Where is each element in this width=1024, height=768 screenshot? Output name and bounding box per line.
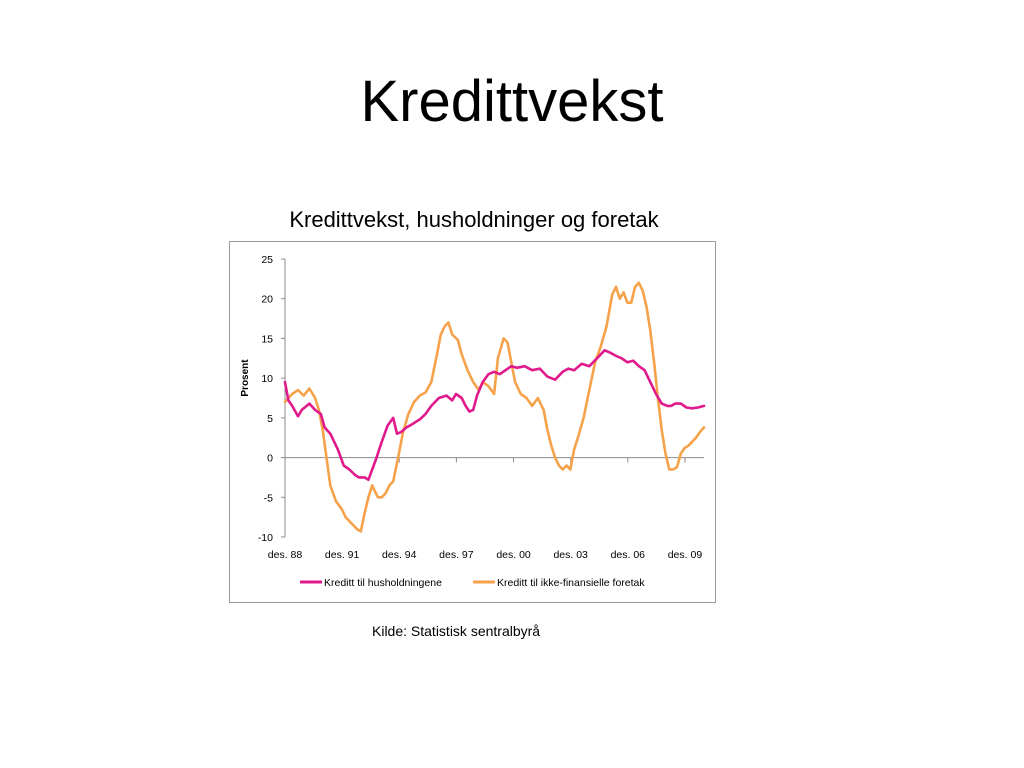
y-tick-label: 20 (261, 294, 273, 306)
x-axis-ticks: des. 88 des. 91 des. 94 des. 97 des. 00 des. … (268, 457, 703, 561)
y-tick-label: 15 (261, 333, 273, 345)
x-tick-label: des. 97 (439, 549, 474, 561)
y-tick-label: -5 (264, 492, 273, 504)
y-axis-ticks: -10 -5 0 5 10 15 20 25 (258, 254, 285, 544)
y-tick-label: 10 (261, 373, 273, 385)
source-note: Kilde: Statistisk sentralbyrå (372, 623, 541, 639)
y-tick-label: 5 (267, 413, 273, 425)
y-tick-label: 0 (267, 453, 273, 465)
x-tick-label: des. 91 (325, 549, 360, 561)
y-tick-label: 25 (261, 254, 273, 266)
x-tick-label: des. 06 (611, 549, 646, 561)
x-tick-label: des. 94 (382, 549, 417, 561)
chart-title: Kredittvekst, husholdninger og foretak (289, 207, 659, 232)
legend: Kreditt til husholdningene Kreditt til i… (300, 577, 645, 589)
x-tick-label: des. 09 (668, 549, 703, 561)
y-axis-label: Prosent (240, 359, 251, 397)
series-line-foretak (283, 281, 706, 533)
x-tick-label: des. 03 (553, 549, 588, 561)
legend-label-husholdningene: Kreditt til husholdningene (324, 577, 442, 589)
y-tick-label: -10 (258, 532, 273, 544)
chart-frame: -10 -5 0 5 10 15 20 25 des. 88 des. 91 des. 94 des… (229, 241, 716, 603)
series-line-husholdningene (283, 349, 706, 482)
x-tick-label: des. 88 (268, 549, 303, 561)
x-tick-label: des. 00 (496, 549, 531, 561)
series-lines (283, 281, 706, 533)
legend-label-foretak: Kreditt til ikke-finansielle foretak (497, 577, 645, 589)
slide-title: Kredittvekst (360, 69, 664, 134)
